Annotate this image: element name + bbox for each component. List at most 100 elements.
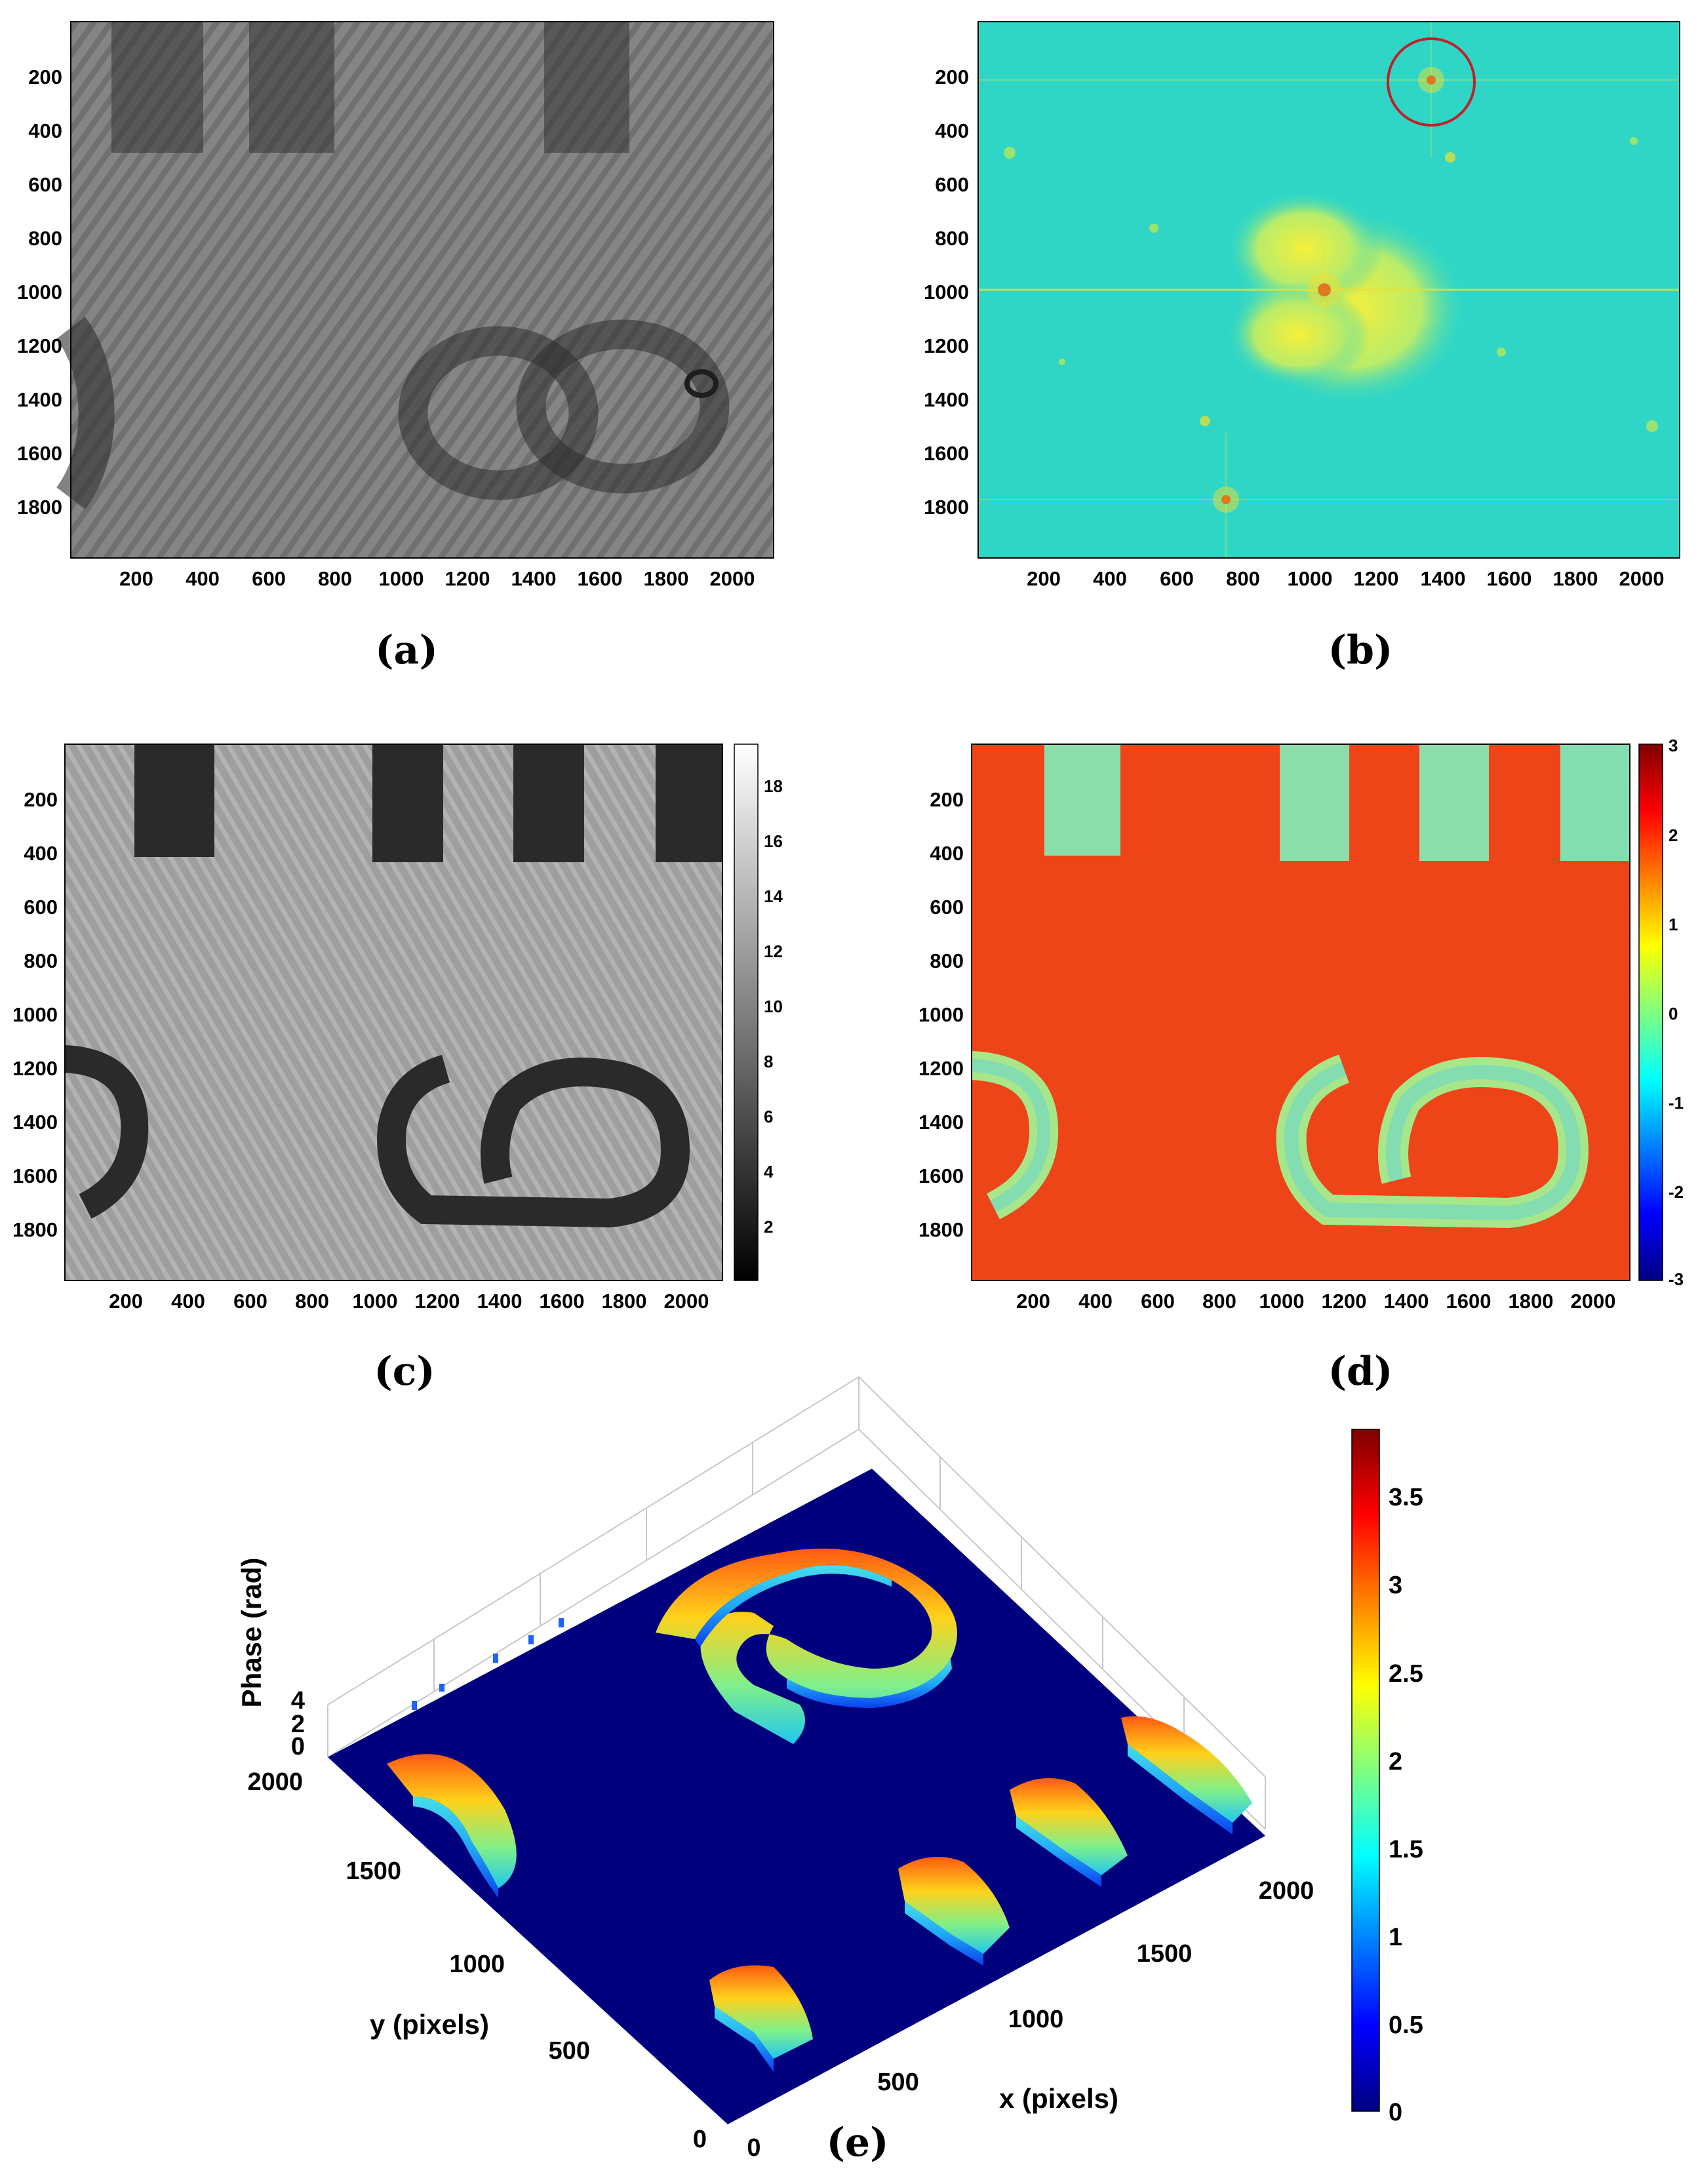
panel-d-frame (971, 744, 1630, 1281)
panel-e-yticks: 0 500 1000 1500 2000 (247, 1768, 707, 2153)
panel-d-ytick: 1200 (918, 1057, 964, 1080)
panel-c-bar (134, 744, 214, 857)
panel-a-ytick: 1400 (17, 388, 62, 411)
panel-b-peak-marker-circle (1387, 37, 1476, 127)
panel-d-xtick: 2000 (1571, 1290, 1616, 1313)
panel-c-xtick: 800 (295, 1290, 329, 1313)
panel-c-cbtick: 8 (764, 1052, 773, 1071)
panel-d-xtick: 1600 (1446, 1290, 1491, 1313)
panel-c-yticks: 200 400 600 800 1000 1200 1400 1600 1800 (12, 788, 58, 1241)
panel-d-xticks: 200 400 600 800 1000 1200 1400 1600 1800… (1016, 1290, 1615, 1313)
panel-d-xtick: 1400 (1384, 1290, 1429, 1313)
panel-e-colorbar-ticks: 3.5 3 2.5 2 1.5 1 0.5 0 (1389, 1484, 1423, 2126)
panel-b-ytick: 200 (935, 66, 969, 89)
panel-a-xtick: 1000 (379, 567, 424, 590)
panel-c-xtick: 1200 (415, 1290, 460, 1313)
panel-a-bar (544, 22, 629, 153)
panel-e-bar (709, 1965, 813, 2059)
panel-e-zticks: 0 2 4 (291, 1687, 305, 1760)
panel-c-ytick: 800 (24, 949, 58, 972)
panel-d-ytick: 400 (930, 842, 964, 865)
panel-a-ring (398, 326, 599, 500)
panel-b-ytick: 1000 (924, 281, 969, 304)
panel-d-ytick: 1800 (918, 1218, 964, 1241)
panel-c-xtick: 1800 (602, 1290, 647, 1313)
panel-b-ytick: 1800 (924, 496, 969, 519)
panel-a (56, 21, 774, 559)
panel-d-ytick: 1600 (918, 1164, 964, 1187)
panel-e-xtick: 1000 (1008, 2006, 1064, 2033)
panel-c (64, 744, 759, 1281)
panel-e-cbtick: 0.5 (1389, 2012, 1423, 2039)
panel-a-bar (111, 22, 203, 153)
panel-c-ytick: 1800 (12, 1218, 58, 1241)
panel-c-ytick: 1200 (12, 1057, 58, 1080)
panel-d-ytick: 600 (930, 896, 964, 919)
panel-e-ztick: 4 (291, 1687, 305, 1715)
panel-e-xticks: 0 500 1000 1500 2000 (747, 1877, 1314, 2162)
panel-d-ytick: 800 (930, 949, 964, 972)
panel-d-xtick: 400 (1078, 1290, 1113, 1313)
panel-e-cbtick: 2 (1389, 1748, 1402, 1776)
panel-e-ytick: 2000 (247, 1768, 303, 1796)
panel-a-ytick: 1000 (17, 281, 62, 304)
panel-d-colorbar (1638, 744, 1663, 1281)
panel-d (970, 744, 1663, 1281)
panel-e-xtick: 500 (877, 2069, 918, 2096)
panel-d-cbtick: 0 (1668, 1004, 1678, 1023)
panel-a-ring (516, 319, 730, 494)
panel-e-caption: (e) (827, 2120, 889, 2166)
panel-b-ytick: 400 (935, 119, 969, 142)
panel-e-ytick: 1500 (346, 1857, 401, 1885)
panel-d-cbtick: -1 (1668, 1093, 1684, 1113)
panel-d-cbtick: -3 (1668, 1269, 1684, 1289)
panel-c-caption: (c) (374, 1349, 435, 1395)
panel-d-cbtick: 3 (1668, 736, 1678, 755)
panel-a-ring (684, 369, 719, 398)
panel-c-ytick: 200 (24, 788, 58, 811)
panel-c-xtick: 1000 (353, 1290, 398, 1313)
panel-d-yticks: 200 400 600 800 1000 1200 1400 1600 1800 (918, 788, 964, 1241)
panel-a-xtick: 400 (186, 567, 220, 590)
panel-a-xtick: 1400 (511, 567, 557, 590)
panel-b-caption: (b) (1328, 627, 1393, 673)
panel-e-ytick: 0 (693, 2126, 707, 2153)
panel-b-xtick: 400 (1093, 567, 1127, 590)
panel-d-bar (1419, 744, 1489, 861)
panel-d-xtick: 200 (1016, 1290, 1050, 1313)
panel-c-ytick: 1000 (12, 1003, 58, 1026)
panel-a-ytick: 800 (28, 227, 62, 250)
panel-b-ytick: 1600 (924, 442, 969, 465)
panel-e-xtick: 0 (747, 2134, 760, 2162)
panel-e-ytick: 500 (549, 2037, 590, 2065)
panel-e-xlabel: x (pixels) (999, 2083, 1118, 2114)
panel-c-xticks: 200 400 600 800 1000 1200 1400 1600 1800… (109, 1290, 709, 1313)
panel-c-xtick: 1600 (540, 1290, 585, 1313)
panel-a-yticks: 200 400 600 800 1000 1200 1400 1600 1800 (17, 66, 62, 519)
panel-b-ytick: 600 (935, 173, 969, 196)
panel-a-xtick: 1800 (644, 567, 689, 590)
panel-a-ytick: 1600 (17, 442, 62, 465)
panel-e-ring-shape (656, 1548, 957, 1744)
panel-c-bar (656, 744, 722, 862)
panel-d-cbtick: 1 (1668, 915, 1678, 934)
panel-e-cbtick: 1 (1389, 1924, 1402, 1951)
panel-a-frame (70, 21, 774, 559)
panel-c-cbtick: 6 (764, 1107, 773, 1126)
panel-a-xtick: 1200 (445, 567, 490, 590)
panel-e-spikes (412, 1618, 564, 1710)
panel-a-xtick: 600 (252, 567, 286, 590)
panel-b-xtick: 2000 (1619, 567, 1665, 590)
panel-c-xtick: 1400 (477, 1290, 523, 1313)
panel-d-xtick: 600 (1141, 1290, 1175, 1313)
panel-a-xtick: 200 (119, 567, 153, 590)
panel-c-cbtick: 2 (764, 1217, 773, 1237)
panel-d-bar (1280, 744, 1349, 861)
panel-e-bar (1121, 1716, 1252, 1823)
panel-d-bar (1044, 744, 1120, 856)
panel-b-xtick: 1600 (1487, 567, 1532, 590)
panel-a-ytick: 1200 (17, 334, 62, 357)
panel-b-xtick: 1400 (1421, 567, 1466, 590)
panel-c-cbtick: 4 (764, 1162, 774, 1181)
